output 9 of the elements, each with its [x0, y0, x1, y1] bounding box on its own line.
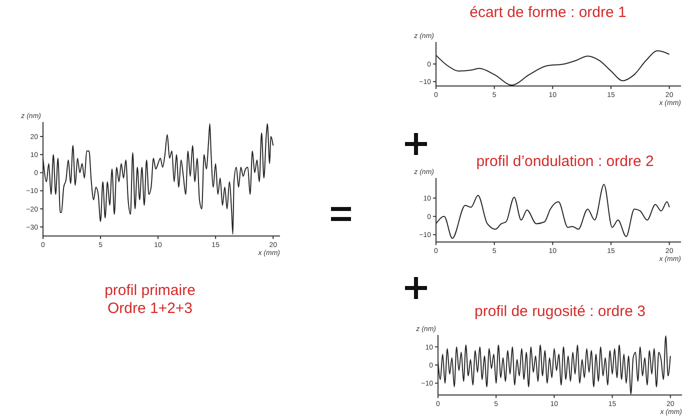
text: Ordre 1+2+3 — [107, 300, 193, 317]
line-series — [438, 335, 671, 395]
line-series — [42, 123, 274, 235]
chart-title: profil de rugosité : ordre 3 — [474, 303, 646, 320]
text: profil primaire — [104, 282, 196, 299]
chart-title: profil d’ondulation : ordre 2 — [476, 153, 654, 170]
line-series — [436, 50, 670, 86]
line-series — [436, 184, 670, 239]
chart-title: écart de forme : ordre 1 — [470, 4, 626, 21]
